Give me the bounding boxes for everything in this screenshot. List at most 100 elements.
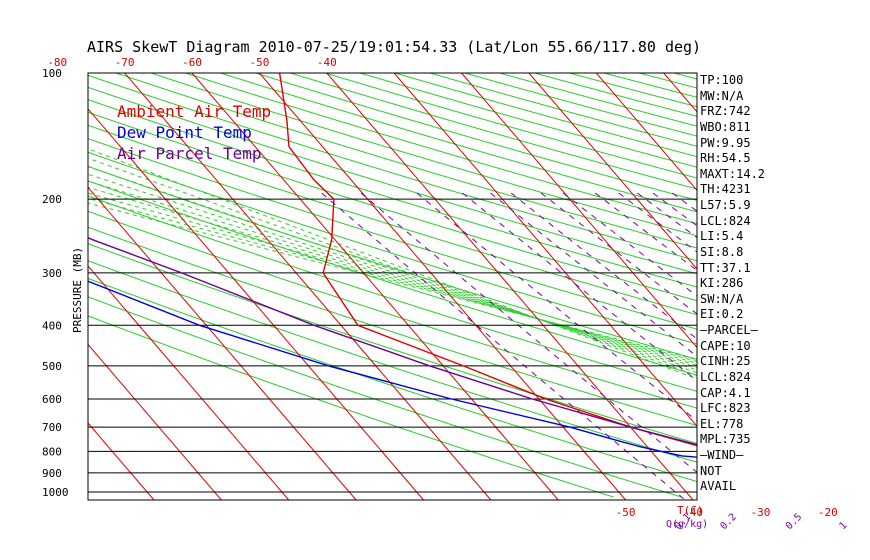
dry-adiabat	[848, 73, 870, 497]
top-temperature-labels: -120-110-100-90-80-70-60-50-40	[47, 56, 337, 69]
top-temp-tick: -80	[47, 56, 67, 69]
stat-wind-not: NOT	[700, 464, 722, 478]
mixing-ratio-tick: 0.5	[784, 512, 805, 533]
mixing-ratio-line	[783, 193, 870, 499]
top-temp-tick: -70	[115, 56, 135, 69]
stat-wbo: WBO:811	[700, 120, 751, 134]
dry-adiabat	[290, 73, 697, 190]
stat-parcel-lcl: LCL:824	[700, 370, 751, 384]
stat-frz: FRZ:742	[700, 104, 751, 118]
legend-air-parcel-temp: Air Parcel Temp	[117, 144, 262, 163]
dry-adiabat	[394, 73, 697, 158]
isotherm	[798, 73, 870, 500]
dry-adiabat	[499, 73, 697, 127]
pressure-tick-1000: 1000	[42, 486, 69, 499]
pressure-tick-700: 700	[42, 421, 62, 434]
isotherm	[124, 73, 492, 500]
mixing-ratio-line	[594, 192, 697, 272]
legend-dew-point-temp: Dew Point Temp	[117, 123, 252, 142]
dry-adiabat	[779, 73, 870, 497]
bottom-temperature-labels: -50-40-30-20-100102030	[616, 506, 838, 519]
dry-adiabat	[325, 73, 697, 179]
dry-adiabat	[88, 226, 697, 427]
dry-adiabat	[88, 165, 697, 360]
stat-l57: L57:5.9	[700, 198, 751, 212]
isotherm	[393, 73, 697, 427]
dry-adiabat	[429, 73, 697, 147]
pressure-tick-800: 800	[42, 445, 62, 458]
stat-wind-header: —WIND—	[700, 448, 744, 462]
dry-adiabat	[88, 296, 682, 498]
isotherm	[326, 73, 694, 500]
stat-cinh: CINH:25	[700, 354, 751, 368]
stat-mw: MW:N/A	[700, 89, 744, 103]
mixing-ratio-line	[360, 192, 697, 473]
dry-adiabat	[150, 73, 697, 237]
stat-el: EL:778	[700, 417, 743, 431]
mixing-ratio-unit-label: Q(g/kg)	[666, 519, 708, 530]
mixing-ratio-line	[321, 192, 685, 500]
top-temp-tick: -40	[317, 56, 337, 69]
stat-tt: TT:37.1	[700, 261, 751, 275]
pressure-tick-100: 100	[42, 67, 62, 80]
isotherm	[259, 73, 627, 500]
mixing-ratio-line	[762, 193, 870, 499]
stat-parcel-header: —PARCEL—	[700, 323, 759, 337]
stat-rh: RH:54.5	[700, 151, 751, 165]
isotherm	[88, 265, 290, 500]
isotherm	[88, 343, 222, 500]
stat-sw: SW:N/A	[700, 292, 744, 306]
mixing-ratio-line	[652, 192, 697, 227]
dry-adiabat	[88, 138, 697, 330]
stat-pw: PW:9.95	[700, 136, 751, 150]
dry-adiabat	[88, 111, 697, 302]
saturated-adiabat	[88, 192, 697, 364]
pressure-tick-200: 200	[42, 193, 62, 206]
x-axis-label: T(C)	[677, 504, 704, 517]
dry-adiabat	[88, 315, 614, 498]
dry-adiabat	[88, 277, 697, 483]
mixing-ratio-tick: 1	[837, 520, 849, 532]
pressure-tick-900: 900	[42, 467, 62, 480]
stat-wind-avail: AVAIL	[700, 479, 736, 493]
dry-adiabat	[88, 74, 697, 262]
series-air-parcel-temp	[88, 237, 697, 446]
isotherm	[731, 73, 870, 500]
stat-cape: CAPE:10	[700, 339, 751, 353]
chart-title: AIRS SkewT Diagram 2010-07-25/19:01:54.3…	[87, 38, 701, 56]
mixing-ratio-line	[462, 192, 697, 382]
isotherm	[88, 422, 155, 500]
saturated-adiabat	[88, 202, 697, 361]
dry-adiabat	[744, 73, 870, 497]
stat-th: TH:4231	[700, 182, 751, 196]
bottom-temp-tick: -40	[683, 506, 703, 519]
top-temp-tick: -60	[182, 56, 202, 69]
mixing-ratio-line	[416, 192, 697, 422]
pressure-tick-labels: 100 200 300 400 500 600 700 800 900 1000	[42, 67, 69, 499]
stat-si: SI:8.8	[700, 245, 743, 259]
dry-adiabat	[88, 260, 697, 463]
stat-cap: CAP:4.1	[700, 386, 751, 400]
stat-mpl: MPL:735	[700, 432, 751, 446]
stat-ei: EI:0.2	[700, 307, 743, 321]
dry-adiabat	[88, 86, 697, 275]
dry-adiabat	[220, 73, 697, 213]
profiles	[88, 73, 697, 458]
isotherm	[88, 186, 357, 500]
mixing-ratio-line	[618, 192, 697, 253]
dry-adiabat	[88, 195, 697, 392]
legend: Ambient Air Temp Dew Point Temp Air Parc…	[117, 102, 271, 163]
isotherm	[461, 73, 697, 349]
dry-adiabat	[638, 73, 697, 89]
dry-adiabat	[814, 73, 870, 497]
bottom-temp-tick: -50	[616, 506, 636, 519]
plot-grid	[88, 73, 870, 500]
stats-panel: TP:100 MW:N/A FRZ:742 WBO:811 PW:9.95 RH…	[700, 73, 765, 493]
top-temp-tick: -50	[249, 56, 269, 69]
dry-adiabat	[255, 73, 697, 201]
stat-lfc: LFC:823	[700, 401, 751, 415]
dry-adiabat	[88, 210, 697, 409]
series-dew-point-temp	[88, 280, 697, 458]
legend-ambient-air-temp: Ambient Air Temp	[117, 102, 271, 121]
